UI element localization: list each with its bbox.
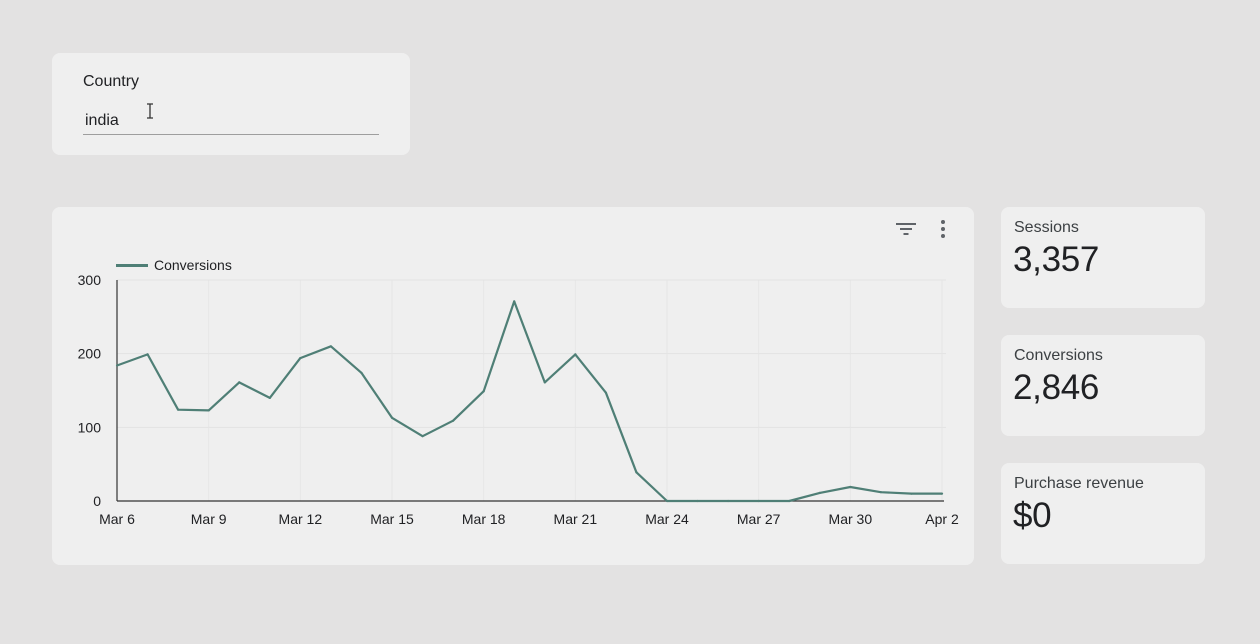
data-point <box>879 491 882 494</box>
filter-icon[interactable] <box>895 220 917 238</box>
x-tick-label: Mar 12 <box>279 511 323 527</box>
legend-swatch <box>116 263 148 267</box>
x-tick-label: Mar 24 <box>645 511 689 527</box>
conversions-chart-card: Conversions 0 100 200 300 Mar 6 Mar 9 Mar 12 Ma… <box>52 207 974 565</box>
x-tick-label: Apr 2 <box>925 511 959 527</box>
country-filter-label: Country <box>83 73 140 90</box>
sessions-scorecard: Sessions 3,357 <box>1001 207 1205 308</box>
line-chart: 0 100 200 300 Mar 6 Mar 9 Mar 12 Mar 15 Mar 18 Ma… <box>78 272 959 527</box>
data-point <box>177 408 180 411</box>
x-tick-label: Mar 30 <box>829 511 873 527</box>
data-point <box>115 364 119 367</box>
data-point <box>390 416 394 419</box>
data-point <box>757 499 760 503</box>
y-tick-label: 300 <box>78 272 102 288</box>
country-filter-input[interactable] <box>83 103 379 135</box>
legend-label: Conversions <box>154 257 232 273</box>
chart-legend[interactable]: Conversions <box>116 257 232 273</box>
x-tick-label: Mar 15 <box>370 511 414 527</box>
y-tick-label: 100 <box>78 419 102 435</box>
conversions-scorecard: Conversions 2,846 <box>1001 335 1205 436</box>
country-filter-control: Country <box>52 53 410 155</box>
y-tick-label: 0 <box>93 493 101 509</box>
scorecard-value: 3,357 <box>1013 240 1100 279</box>
data-point <box>238 381 241 384</box>
data-point <box>665 499 669 503</box>
data-point <box>635 471 638 474</box>
data-point <box>818 491 821 494</box>
data-point <box>360 371 363 374</box>
scorecard-label: Sessions <box>1014 219 1079 236</box>
text-cursor-icon <box>147 103 153 119</box>
data-point <box>910 492 913 495</box>
scorecard-label: Conversions <box>1014 347 1103 364</box>
x-tick-label: Mar 9 <box>191 511 227 527</box>
x-tick-label: Mar 21 <box>554 511 598 527</box>
scorecard-value: 2,846 <box>1013 368 1100 407</box>
scorecard-value: $0 <box>1013 496 1052 535</box>
data-point <box>452 419 455 422</box>
data-point <box>146 353 149 356</box>
data-point <box>268 396 271 399</box>
data-point <box>543 381 546 384</box>
data-point <box>849 485 852 489</box>
data-point <box>482 390 485 393</box>
data-point <box>940 492 944 495</box>
scorecard-label: Purchase revenue <box>1014 475 1144 492</box>
data-point <box>604 391 607 394</box>
y-tick-label: 200 <box>78 346 102 362</box>
x-tick-label: Mar 6 <box>99 511 135 527</box>
x-tick-label: Mar 27 <box>737 511 781 527</box>
purchase-revenue-scorecard: Purchase revenue $0 <box>1001 463 1205 564</box>
data-point <box>788 499 791 503</box>
data-point <box>329 345 332 348</box>
data-point <box>513 300 516 303</box>
series-line-conversions <box>116 300 942 503</box>
data-point <box>696 499 699 503</box>
data-point <box>574 353 577 356</box>
data-point <box>299 356 302 360</box>
data-point <box>207 409 210 412</box>
data-point <box>421 435 424 438</box>
x-tick-label: Mar 18 <box>462 511 506 527</box>
more-vert-icon[interactable] <box>937 219 949 239</box>
data-point <box>727 499 730 503</box>
